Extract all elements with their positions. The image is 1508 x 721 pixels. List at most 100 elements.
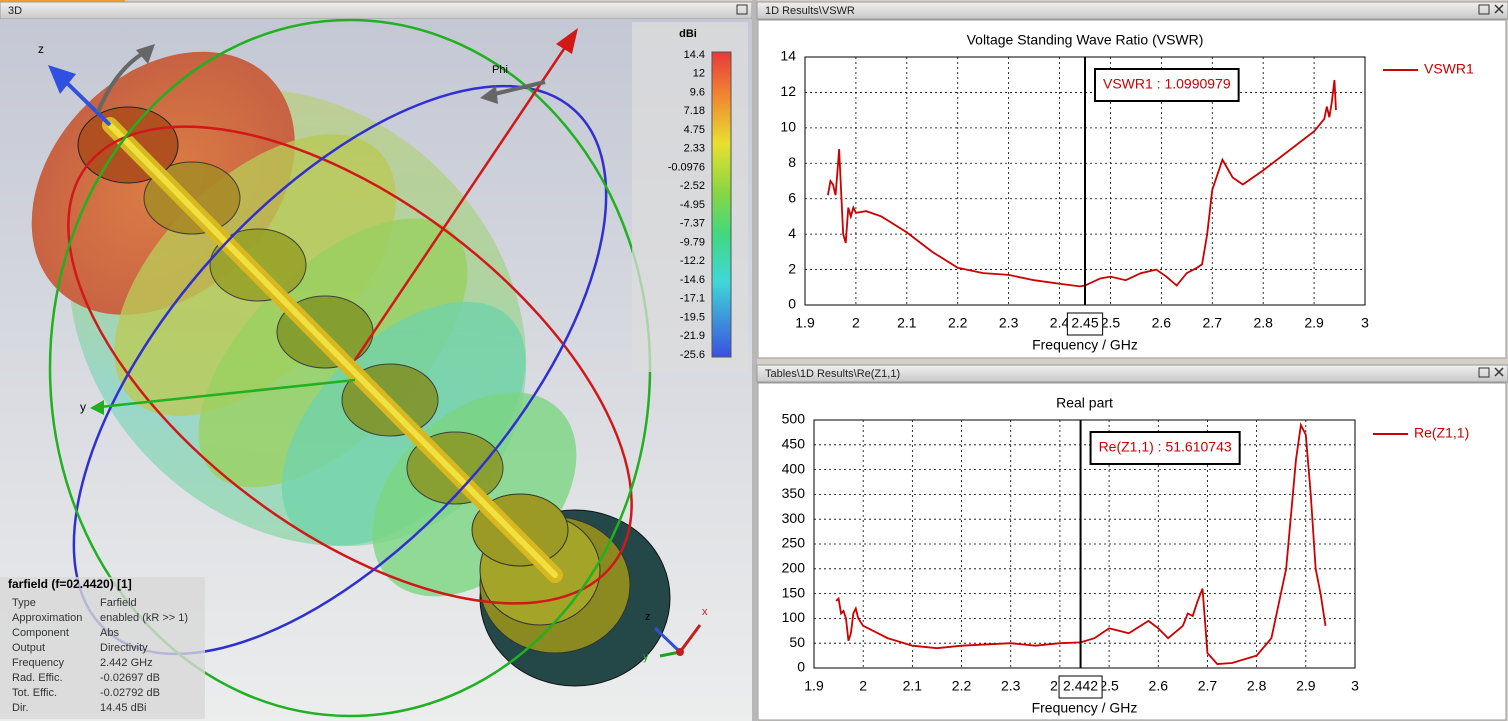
maximize-button[interactable] [736, 4, 748, 15]
info-panel [0, 577, 205, 719]
plot-frame [813, 419, 1356, 669]
x-tick-label: 1.9 [795, 315, 815, 331]
active-strip [0, 0, 125, 2]
colorbar-label: -2.52 [680, 180, 705, 192]
triad-x: x [702, 606, 708, 618]
y-tick-label: 350 [782, 485, 806, 501]
close-button[interactable] [1494, 4, 1504, 14]
info-key: Component [12, 627, 69, 639]
colorbar-label: 14.4 [684, 49, 705, 61]
y-tick-label: 200 [782, 560, 806, 576]
info-key: Type [12, 597, 36, 609]
colorbar [711, 51, 732, 358]
x-tick-label: 2.4 [1050, 315, 1070, 331]
x-tick-label: 2 [852, 315, 860, 331]
window-title: 1D Results\VSWR [765, 5, 855, 17]
phi-label: Phi [492, 64, 508, 76]
window-title: Tables\1D Results\Re(Z1,1) [765, 368, 900, 380]
x-tick-label: 3 [1351, 678, 1359, 694]
y-tick-label: 150 [782, 584, 806, 600]
splitter [752, 0, 757, 721]
maximize-button[interactable] [1478, 367, 1490, 378]
y-axis-label: y [80, 400, 86, 414]
colorbar-label: -17.1 [680, 293, 705, 305]
colorbar-label: 4.75 [684, 124, 705, 136]
info-key: Dir. [12, 702, 29, 714]
info-value: 2.442 GHz [100, 657, 153, 669]
legend-label: Re(Z1,1) [1414, 425, 1469, 441]
x-tick-label: 2.9 [1296, 678, 1316, 694]
x-tick-label: 2.7 [1203, 315, 1223, 331]
colorbar-label: -4.95 [680, 199, 705, 211]
y-tick-label: 50 [789, 634, 805, 650]
colorbar-label: -12.2 [680, 255, 705, 267]
colorbar-label: -25.6 [680, 349, 705, 361]
z-axis-label: z [38, 42, 44, 56]
colorbar-label: -9.79 [680, 236, 705, 248]
y-tick-label: 4 [788, 225, 796, 241]
close-button[interactable] [1494, 367, 1504, 377]
triad-y: y [643, 651, 649, 663]
colorbar-label: -0.0976 [668, 161, 705, 173]
y-tick-label: 14 [780, 48, 796, 64]
x-tick-label: 2.2 [952, 678, 972, 694]
x-tick-label: 2.9 [1304, 315, 1324, 331]
colorbar-label: -14.6 [680, 274, 705, 286]
data-line [827, 79, 1337, 288]
x-tick-label: 2.7 [1198, 678, 1218, 694]
marker-label-box [1089, 431, 1241, 465]
info-title: farfield (f=02.4420) [1] [8, 577, 132, 591]
info-value: Farfield [100, 597, 137, 609]
maximize-button[interactable] [1478, 4, 1490, 15]
info-value: Directivity [100, 642, 148, 654]
orientation-triad [653, 624, 702, 658]
colorbar-label: -19.5 [680, 311, 705, 323]
colorbar-unit: dBi [679, 28, 697, 40]
colorbar-label: -21.9 [680, 330, 705, 342]
chart-title: Voltage Standing Wave Ratio (VSWR) [967, 32, 1204, 48]
y-tick-label: 8 [788, 154, 796, 170]
y-tick-label: 10 [780, 119, 796, 135]
x-tick-label: 2.3 [1001, 678, 1021, 694]
info-value: 14.45 dBi [100, 702, 146, 714]
chart-title: Real part [1056, 395, 1113, 411]
marker-label: VSWR1 : 1.0990979 [1103, 76, 1231, 92]
y-tick-label: 300 [782, 510, 806, 526]
colorbar-label: 9.6 [690, 86, 705, 98]
marker-x-label: 2.45 [1071, 315, 1098, 331]
x-tick-label: 2.3 [999, 315, 1019, 331]
y-tick-label: 12 [780, 83, 796, 99]
x-tick-label: 2.1 [897, 315, 917, 331]
marker-label-box [1094, 68, 1240, 102]
marker-label: Re(Z1,1) : 51.610743 [1099, 439, 1232, 455]
x-tick-label: 2.8 [1253, 315, 1273, 331]
x-tick-label: 1.9 [804, 678, 824, 694]
info-value: Abs [100, 627, 119, 639]
colorbar-label: 7.18 [684, 105, 705, 117]
title-bar [0, 1, 753, 20]
y-tick-label: 500 [782, 411, 806, 427]
info-key: Rad. Effic. [12, 672, 63, 684]
title-bar [756, 364, 1508, 383]
y-tick-label: 450 [782, 436, 806, 452]
y-tick-label: 2 [788, 260, 796, 276]
y-tick-label: 250 [782, 535, 806, 551]
marker-x-box [1066, 312, 1104, 336]
title-bar [756, 1, 1508, 20]
y-tick-label: 6 [788, 189, 796, 205]
x-axis-label: Frequency / GHz [1032, 337, 1138, 353]
y-tick-label: 400 [782, 460, 806, 476]
x-axis-label: Frequency / GHz [1032, 700, 1138, 716]
colorbar-label: 2.33 [684, 143, 705, 155]
colorbar-label: -7.37 [680, 218, 705, 230]
y-tick-label: 0 [788, 296, 796, 312]
triad-z: z [645, 611, 651, 623]
x-tick-label: 2.1 [903, 678, 923, 694]
info-key: Tot. Effic. [12, 687, 57, 699]
x-tick-label: 2.5 [1101, 315, 1121, 331]
info-value: -0.02697 dB [100, 672, 160, 684]
window-title: 3D [8, 5, 22, 17]
legend-label: VSWR1 [1424, 61, 1474, 77]
y-tick-label: 0 [797, 659, 805, 675]
